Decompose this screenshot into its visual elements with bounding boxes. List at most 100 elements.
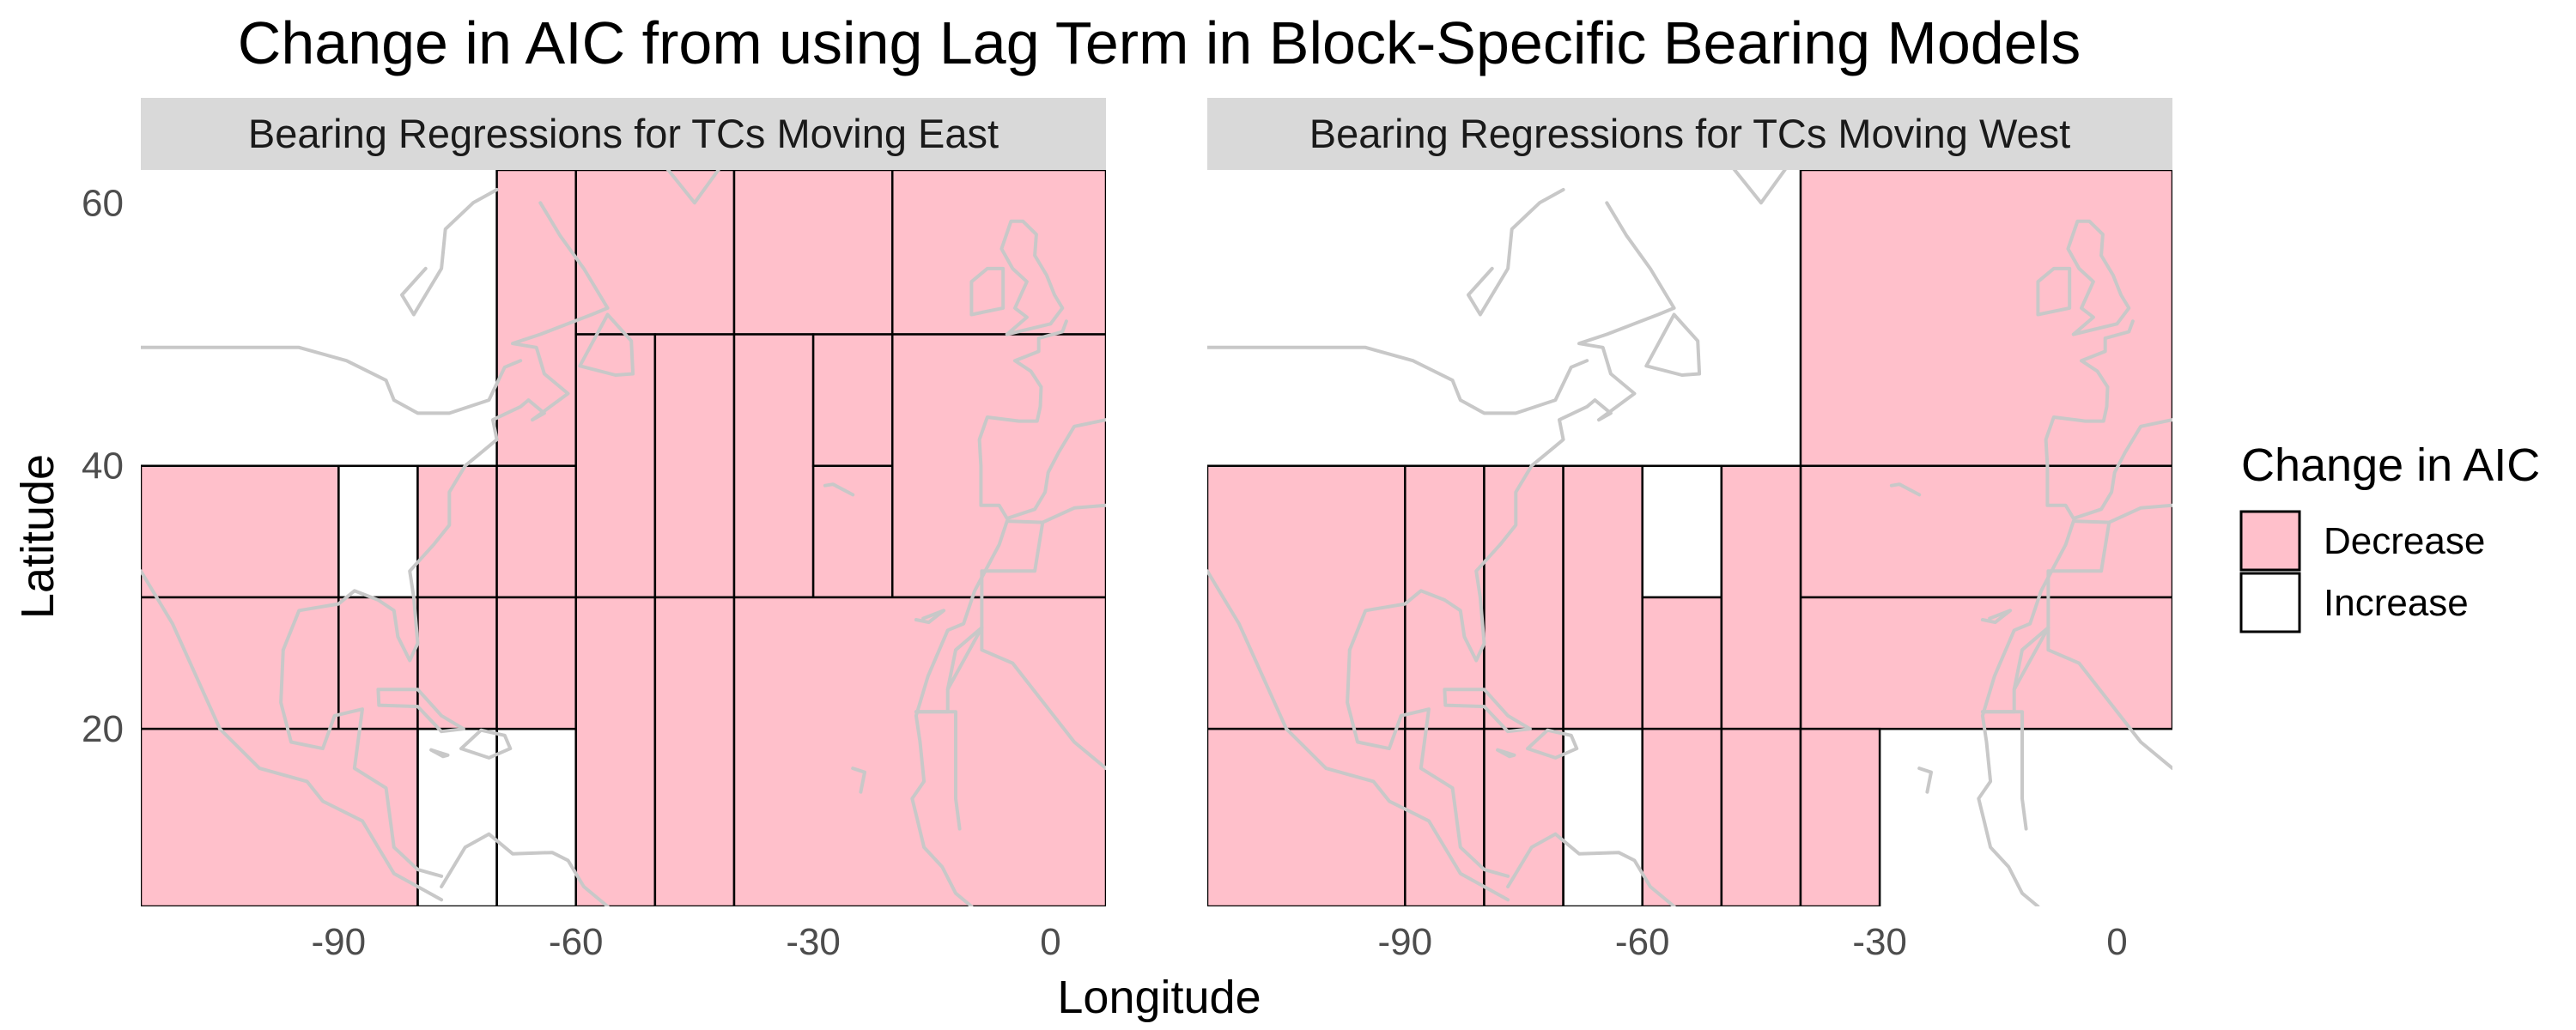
aic-block-decrease	[890, 170, 1106, 336]
aic-block-decrease	[495, 170, 577, 467]
x-tick-label: -90	[312, 921, 367, 963]
x-tick-label: -90	[1378, 921, 1433, 963]
legend: Change in AIC Decrease Increase	[2239, 439, 2540, 633]
coastline	[1347, 201, 1676, 663]
coastline	[1496, 748, 1516, 759]
aic-block-decrease	[574, 170, 736, 336]
y-tick-label: 60	[82, 182, 124, 224]
y-tick-label: 20	[82, 708, 124, 750]
aic-block-decrease	[141, 596, 340, 730]
coastline	[578, 312, 635, 377]
aic-block-decrease	[495, 596, 577, 730]
coastline	[279, 648, 444, 878]
coastline	[665, 170, 720, 205]
legend-title: Change in AIC	[2241, 439, 2540, 491]
coastline	[999, 219, 1065, 336]
coastline	[2012, 626, 2050, 692]
map-area	[1207, 170, 2172, 906]
aic-block-decrease	[1483, 464, 1564, 730]
x-tick-label: 0	[1040, 921, 1060, 963]
coastline	[1980, 710, 2028, 831]
aic-block-decrease	[141, 464, 340, 599]
y-tick-label: 40	[82, 445, 124, 488]
aic-block-decrease	[732, 333, 815, 599]
coastline	[1732, 170, 1787, 205]
legend-label-increase: Increase	[2324, 582, 2469, 624]
coastline	[980, 520, 1045, 630]
aic-block-decrease	[890, 333, 1106, 599]
aic-block-increase	[1641, 464, 1723, 599]
aic-block-decrease	[416, 464, 498, 599]
aic-block-decrease	[811, 333, 894, 467]
coastline	[851, 766, 866, 794]
coastline	[1977, 503, 2172, 906]
facet-strip	[141, 98, 1106, 170]
aic-block-increase	[495, 727, 577, 906]
aic-block-decrease	[1799, 727, 1881, 906]
coastline	[914, 609, 946, 625]
aic-block-decrease	[1720, 727, 1802, 906]
coastline	[914, 710, 962, 831]
coastline	[376, 688, 465, 734]
coastline	[429, 748, 450, 759]
aic-block-decrease	[653, 596, 736, 906]
aic-block-decrease	[1641, 596, 1723, 730]
aic-block-decrease	[653, 333, 736, 599]
aic-block-decrease	[1404, 727, 1485, 906]
aic-block-decrease	[732, 170, 894, 336]
aic-block-decrease	[574, 333, 657, 599]
aic-block-increase	[337, 464, 419, 599]
x-axis-title: Longitude	[1057, 972, 1261, 1023]
coastline	[1526, 728, 1579, 760]
facet-strip-label: Bearing Regressions for TCs Moving West	[1309, 111, 2070, 156]
map-area	[141, 170, 1106, 906]
coastline	[969, 266, 1005, 317]
aic-block-decrease	[416, 596, 498, 730]
aic-block-decrease	[574, 596, 657, 906]
coastline	[823, 482, 855, 497]
x-tick-label: 0	[2106, 921, 2127, 963]
coastline	[910, 503, 1106, 906]
coastline	[1889, 482, 1922, 497]
coastline	[400, 188, 499, 317]
coastline	[2044, 319, 2172, 520]
coastline	[440, 832, 610, 906]
coastline	[1346, 648, 1510, 878]
coastline	[141, 569, 444, 902]
legend-key-increase	[2239, 572, 2301, 633]
coastline	[2036, 266, 2072, 317]
coastline	[1980, 609, 2013, 625]
coastline	[459, 728, 513, 760]
x-tick-label: -30	[1852, 921, 1907, 963]
coastline	[1644, 312, 1702, 377]
coastline	[1980, 626, 2172, 771]
aic-block-decrease	[1207, 464, 1406, 730]
coastline	[141, 345, 523, 415]
coastline	[281, 201, 610, 663]
x-tick-label: -60	[1615, 921, 1670, 963]
coastline	[945, 626, 984, 692]
legend-label-decrease: Decrease	[2324, 520, 2485, 562]
aic-block-decrease	[495, 464, 577, 599]
coastline	[1207, 569, 1510, 902]
aic-block-decrease	[1207, 727, 1406, 906]
panel-west: Bearing Regressions for TCs Moving West -…	[1207, 98, 2172, 963]
x-tick-label: -60	[549, 921, 604, 963]
aic-block-decrease	[1799, 464, 2172, 599]
facet-strip-label: Bearing Regressions for TCs Moving East	[248, 111, 999, 156]
chart-title: Change in AIC from using Lag Term in Blo…	[238, 9, 2081, 76]
x-tick-label: -30	[786, 921, 841, 963]
legend-key-decrease	[2239, 510, 2301, 572]
coastline	[1207, 345, 1589, 415]
coastline	[2066, 219, 2131, 336]
coastline	[1443, 688, 1532, 734]
aic-block-decrease	[1720, 464, 1802, 730]
coastline	[1506, 832, 1676, 906]
coastline	[1467, 188, 1565, 317]
aic-block-decrease	[141, 727, 419, 906]
panel-east: Bearing Regressions for TCs Moving East -…	[82, 98, 1106, 963]
aic-block-decrease	[337, 596, 419, 730]
coastline	[2046, 520, 2111, 630]
coastline	[977, 319, 1106, 520]
